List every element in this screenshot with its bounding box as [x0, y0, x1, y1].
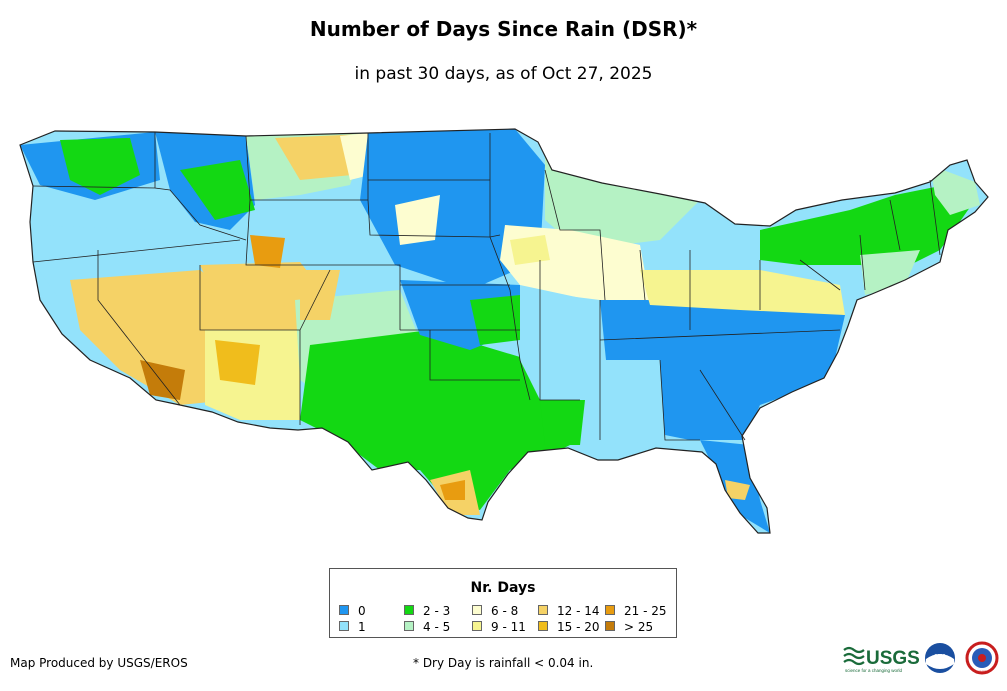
legend-label: 6 - 8 — [491, 604, 519, 618]
zone-12-14-colorado — [300, 270, 340, 320]
legend-label: 9 - 11 — [491, 620, 526, 634]
zone-21-25-south-texas — [440, 480, 465, 500]
agency-logos: USGS science for a changing world noaa N… — [843, 641, 999, 675]
legend-swatch-5 — [472, 621, 482, 631]
svg-text:science for a changing world: science for a changing world — [845, 668, 903, 673]
legend-swatch-9 — [605, 621, 615, 631]
legend-item-over-25: > 25 — [605, 621, 653, 633]
usgs-logo: USGS science for a changing world — [843, 646, 920, 673]
zone-2-3-louisiana — [540, 400, 585, 445]
zone-1-alabama — [600, 360, 665, 445]
legend-title: Nr. Days — [470, 580, 536, 596]
map-title: Number of Days Since Rain (DSR)* — [309, 17, 698, 41]
state-boundaries — [32, 132, 941, 441]
legend-swatch-8 — [605, 605, 615, 615]
legend-label: 4 - 5 — [423, 620, 451, 634]
map-credit: Map Produced by USGS/EROS — [10, 656, 188, 670]
zone-over-25-lower-colorado — [140, 360, 185, 400]
legend-swatch-2 — [404, 605, 414, 615]
svg-text:NWS: NWS — [977, 669, 987, 674]
legend-item-1: 1 — [339, 621, 366, 633]
legend-item-0: 0 — [339, 605, 366, 617]
zone-4-5-maine — [930, 165, 980, 215]
legend-item-2-3: 2 - 3 — [404, 605, 450, 617]
legend-item-15-20: 15 - 20 — [538, 621, 600, 633]
zone-2-3-texas — [300, 330, 580, 510]
zone-15-20-arizona — [215, 340, 260, 385]
legend-label: 12 - 14 — [557, 604, 600, 618]
zone-12-14-nevada-california — [70, 270, 240, 405]
legend-label: > 25 — [624, 620, 654, 634]
zone-9-11-iowa — [510, 235, 550, 265]
zone-2-3-northeast — [760, 185, 975, 270]
zone-0-dakotas — [360, 129, 545, 290]
zone-21-25-utah — [250, 235, 285, 268]
svg-text:USGS: USGS — [866, 648, 920, 669]
zone-2-3-idaho — [180, 160, 255, 220]
zone-12-14-florida — [725, 480, 750, 500]
legend-swatch-1 — [339, 621, 349, 631]
legend-item-4-5: 4 - 5 — [404, 621, 450, 633]
noaa-logo: noaa — [925, 643, 955, 673]
legend-label: 21 - 25 — [624, 604, 667, 618]
zone-2-3-oklahoma — [470, 295, 520, 345]
legend-item-12-14: 12 - 14 — [538, 605, 600, 617]
legend-swatch-4 — [472, 605, 482, 615]
map-subtitle: in past 30 days, as of Oct 27, 2025 — [354, 64, 653, 84]
legend-item-21-25: 21 - 25 — [605, 605, 667, 617]
nws-logo: NWS — [965, 641, 999, 675]
legend-box: Nr. Days 0 1 2 - 3 4 - 5 6 - 8 9 - 11 12… — [329, 568, 677, 638]
legend-swatch-7 — [538, 621, 548, 631]
legend-item-9-11: 9 - 11 — [472, 621, 526, 633]
legend-label: 0 — [358, 604, 366, 618]
legend-item-6-8: 6 - 8 — [472, 605, 518, 617]
zone-2-3-washington — [60, 138, 140, 195]
zone-6-8-nebraska — [395, 195, 440, 245]
legend-swatch-3 — [404, 621, 414, 631]
legend-swatch-6 — [538, 605, 548, 615]
legend-label: 2 - 3 — [423, 604, 451, 618]
legend-label: 1 — [358, 620, 366, 634]
dry-day-footnote: * Dry Day is rainfall < 0.04 in. — [413, 656, 594, 670]
legend-label: 15 - 20 — [557, 620, 600, 634]
legend-swatch-0 — [339, 605, 349, 615]
zone-9-11-ohio-valley — [640, 270, 845, 315]
svg-text:noaa: noaa — [934, 653, 945, 659]
